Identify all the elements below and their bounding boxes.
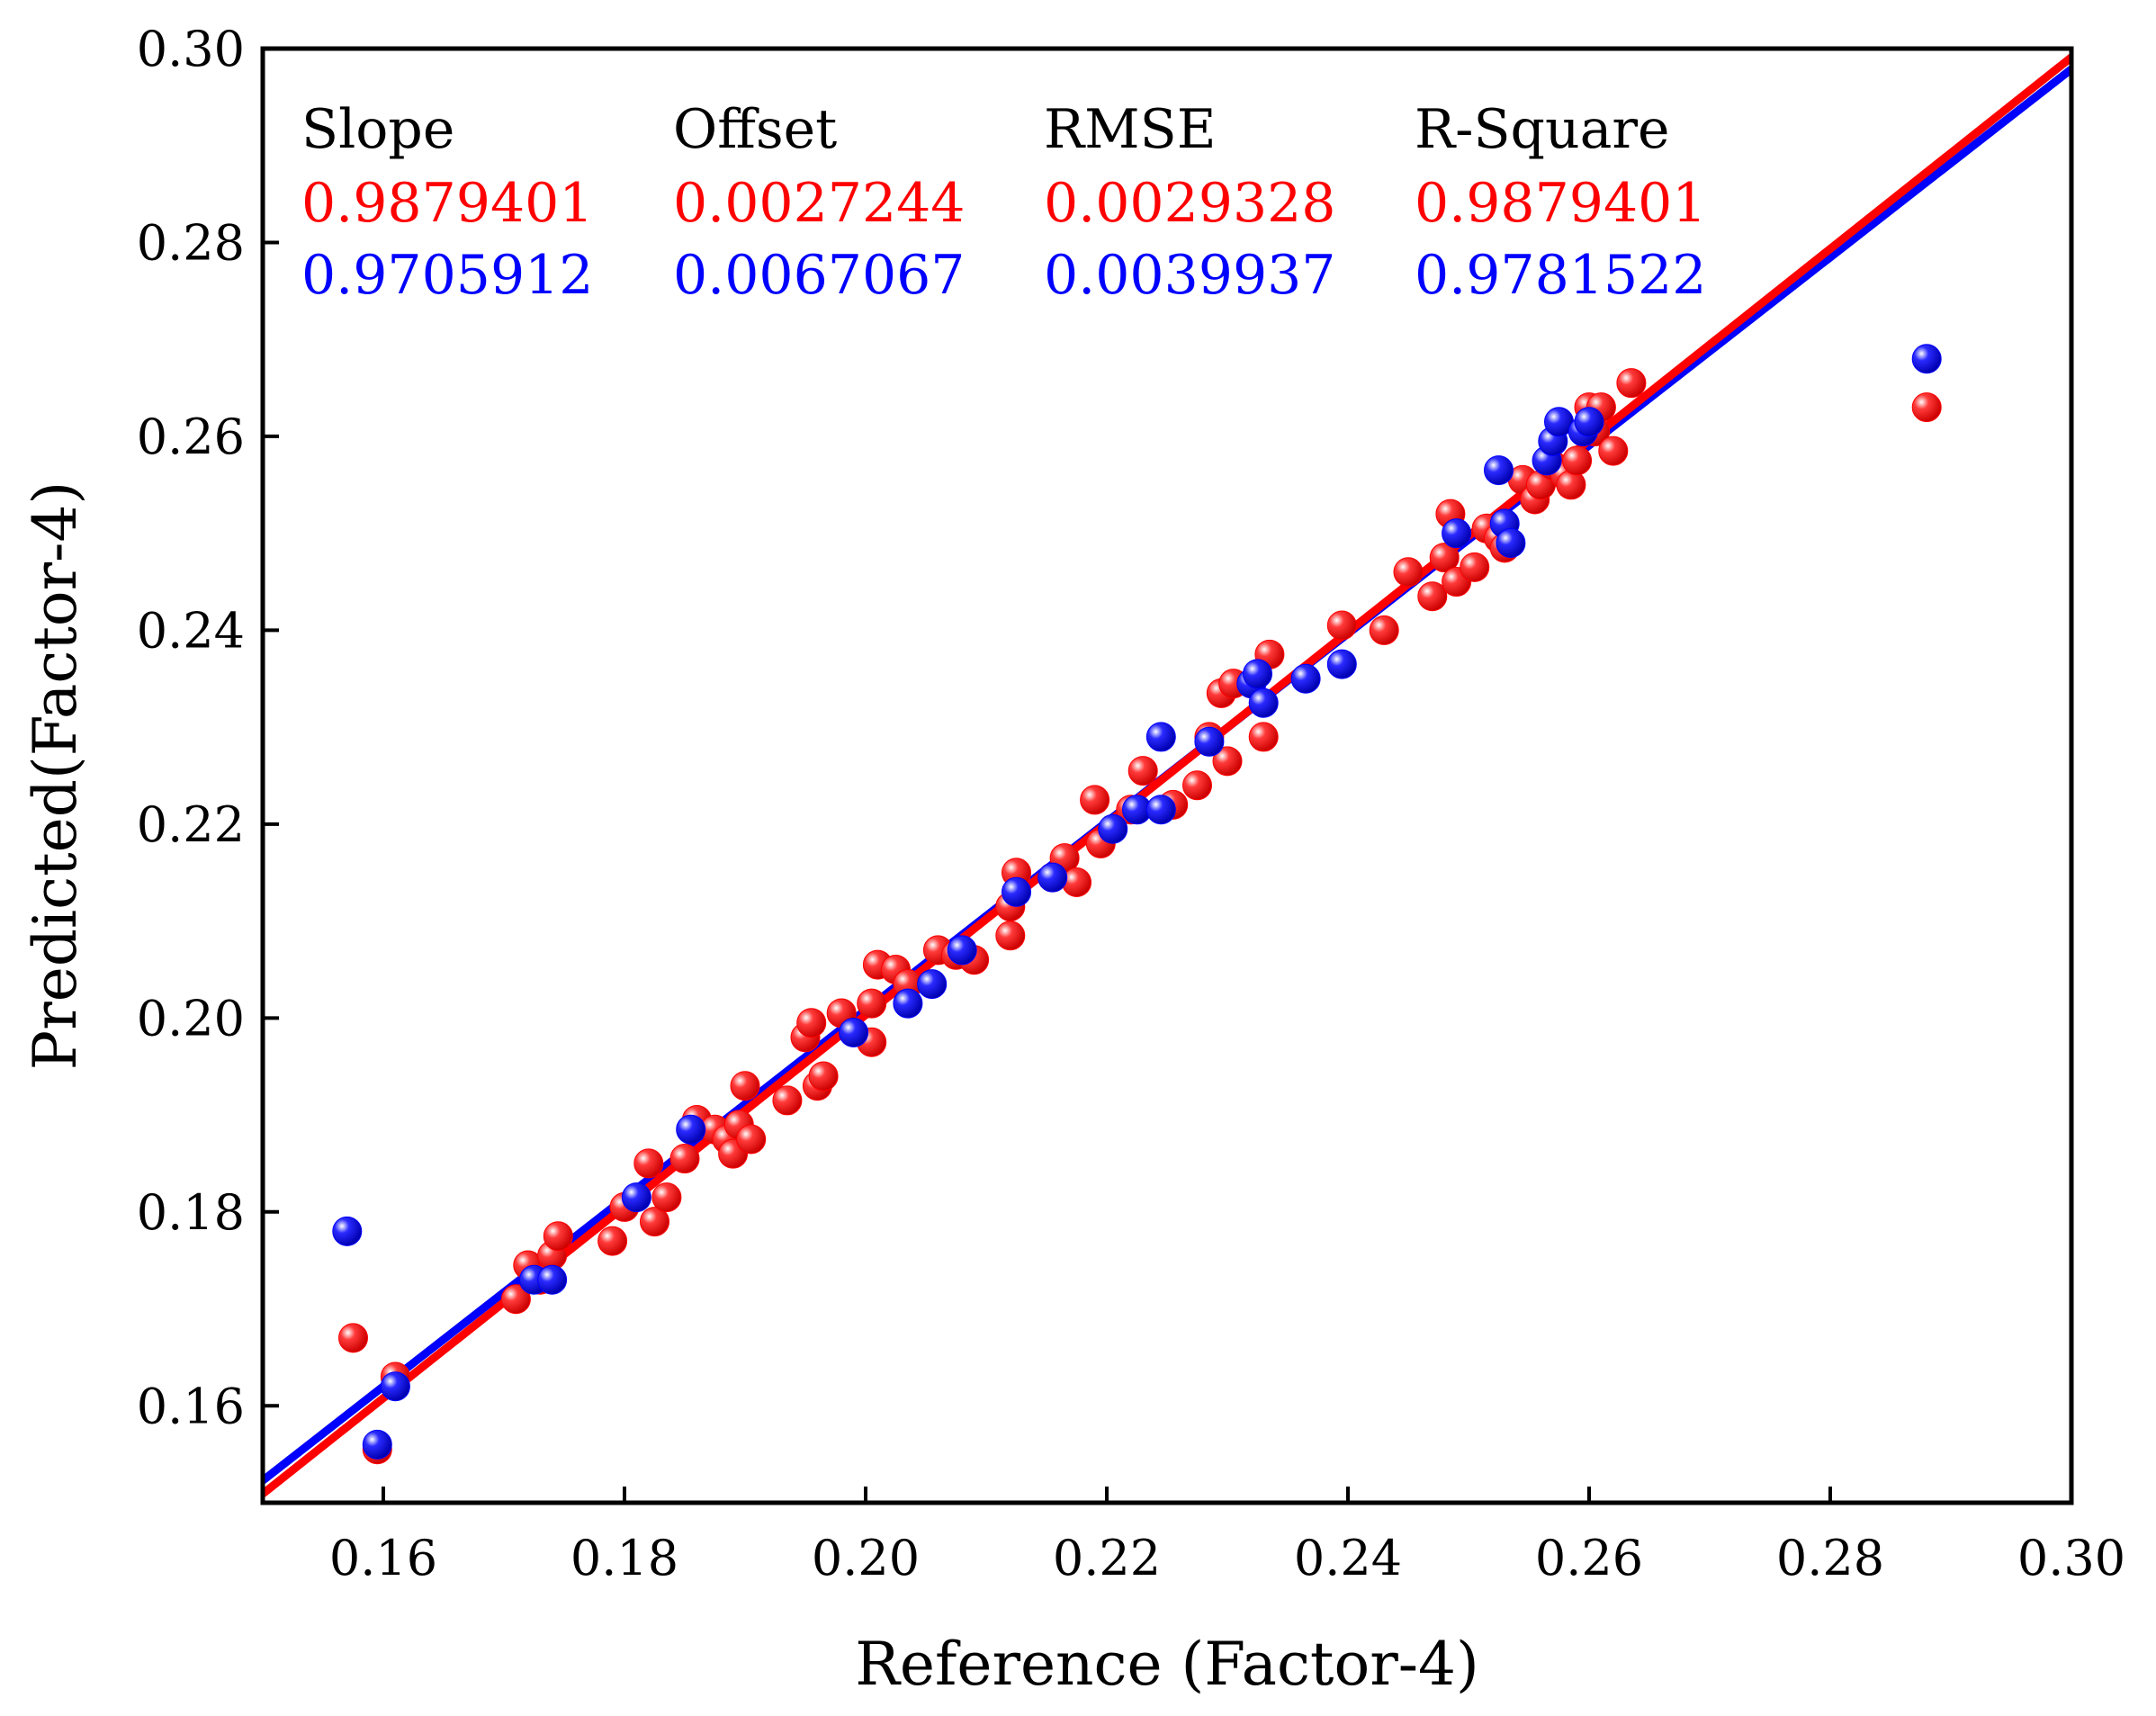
calibration-point [857, 988, 887, 1019]
validation-point [1574, 407, 1604, 437]
y-tick-label: 0.20 [137, 990, 245, 1047]
validation-point [621, 1182, 651, 1213]
calibration-point [1598, 436, 1629, 466]
x-axis: 0.16 0.18 0.20 0.22 0.24 0.26 0.28 0.30 [329, 1487, 2125, 1586]
stats-header-slope: Slope [301, 98, 454, 161]
calibration-point [808, 1061, 839, 1092]
calibration-point [633, 1148, 664, 1179]
validation-point [1442, 518, 1472, 549]
validation-point [1194, 726, 1225, 757]
y-tick-label: 0.16 [137, 1378, 245, 1434]
calibration-point [1393, 557, 1424, 588]
calibration-point [730, 1071, 760, 1101]
calibration-slope-value: 0.9879401 [301, 172, 593, 235]
validation-point [1248, 687, 1279, 718]
x-tick-label: 0.28 [1776, 1530, 1884, 1586]
calibration-point [1062, 867, 1091, 898]
y-tick-label: 0.26 [137, 409, 245, 465]
validation-r-square-value: 0.9781522 [1415, 244, 1706, 307]
calibration-point [1429, 543, 1460, 573]
stats-header-r-square: R-Square [1415, 98, 1670, 161]
validation-point [1911, 344, 1942, 374]
calibration-point [1911, 392, 1942, 423]
validation-point [537, 1264, 568, 1295]
validation-point [1145, 722, 1176, 752]
calibration-point [669, 1144, 700, 1174]
x-tick-label: 0.22 [1053, 1530, 1161, 1586]
x-tick-label: 0.16 [329, 1530, 437, 1586]
validation-point [917, 969, 948, 1000]
calibration-point [500, 1284, 531, 1315]
validation-point [1038, 862, 1068, 893]
calibration-point [995, 921, 1026, 951]
calibration-point [772, 1085, 803, 1116]
calibration-point [1248, 722, 1279, 752]
plot-frame [260, 46, 2074, 1505]
validation-point [1145, 795, 1176, 825]
x-tick-label: 0.26 [1535, 1530, 1643, 1586]
calibration-point [1212, 746, 1243, 777]
validation-point [362, 1429, 392, 1460]
calibration-point [640, 1207, 669, 1237]
x-tick-label: 0.30 [2017, 1530, 2125, 1586]
calibration-point [338, 1323, 368, 1353]
validation-point [332, 1216, 363, 1246]
fit-statistics-legend: Slope Offset RMSE R-Square 0.9879401 0.0… [301, 98, 1706, 307]
validation-point [839, 1017, 869, 1047]
calibration-point [1080, 785, 1110, 815]
y-tick-label: 0.22 [137, 796, 245, 853]
calibration-point [736, 1124, 767, 1154]
x-tick-label: 0.20 [812, 1530, 920, 1586]
calibration-point [1369, 615, 1399, 645]
x-tick-label: 0.24 [1294, 1530, 1402, 1586]
scatter-points [332, 344, 1942, 1465]
calibration-point [1182, 770, 1212, 801]
stats-header-offset: Offset [673, 98, 837, 161]
validation-point [1290, 663, 1321, 694]
validation-slope-value: 0.9705912 [301, 244, 593, 307]
y-axis-title: Predicted(Factor-4) [21, 481, 90, 1070]
y-tick-label: 0.30 [137, 21, 245, 77]
calibration-r-square-value: 0.9879401 [1415, 172, 1706, 235]
validation-point [1326, 649, 1357, 679]
validation-point [893, 988, 923, 1019]
validation-point [1496, 527, 1526, 558]
calibration-point [651, 1182, 682, 1213]
validation-point [1243, 659, 1272, 689]
y-axis: 0.16 0.18 0.20 0.22 0.24 0.26 0.28 0.30 [137, 21, 279, 1434]
y-tick-label: 0.24 [137, 602, 245, 659]
stats-header-rmse: RMSE [1044, 98, 1217, 161]
calibration-point [1127, 756, 1158, 786]
validation-point [1098, 813, 1128, 844]
validation-offset-value: 0.0067067 [673, 244, 965, 307]
x-tick-label: 0.18 [570, 1530, 678, 1586]
calibration-point [1460, 552, 1490, 582]
calibration-point [1562, 445, 1593, 476]
y-tick-label: 0.28 [137, 214, 245, 271]
calibration-point [543, 1221, 573, 1252]
validation-point [947, 935, 977, 966]
validation-point [676, 1114, 706, 1145]
calibration-point [597, 1226, 628, 1256]
validation-point [1484, 455, 1514, 486]
calibration-point [1417, 581, 1448, 612]
validation-rmse-value: 0.0039937 [1044, 244, 1335, 307]
calibration-point [796, 1008, 827, 1038]
calibration-point [1616, 368, 1647, 399]
validation-point [1002, 876, 1031, 907]
x-axis-title: Reference (Factor-4) [855, 1630, 1479, 1699]
y-tick-label: 0.18 [137, 1184, 245, 1241]
validation-point [380, 1371, 410, 1402]
calibration-point [1326, 610, 1357, 641]
calibration-offset-value: 0.0027244 [673, 172, 965, 235]
calibration-rmse-value: 0.0029328 [1044, 172, 1335, 235]
